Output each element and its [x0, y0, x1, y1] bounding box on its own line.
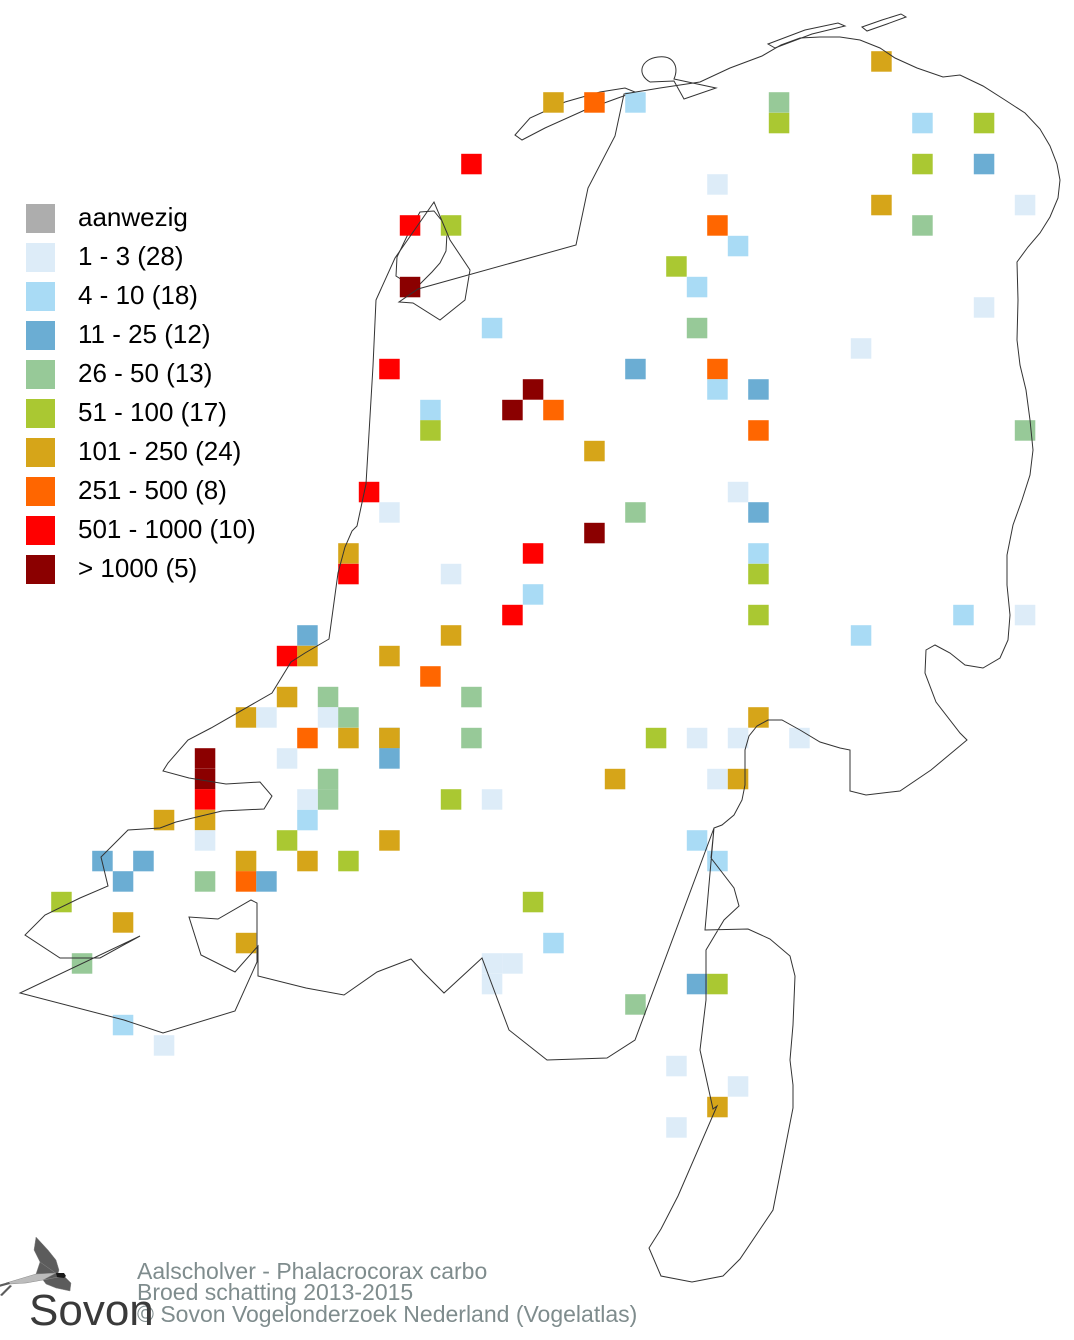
svg-text:51 - 100 (17): 51 - 100 (17): [78, 397, 227, 427]
svg-text:aanwezig: aanwezig: [78, 202, 188, 232]
svg-text:4 - 10 (18): 4 - 10 (18): [78, 280, 198, 310]
svg-text:11 - 25 (12): 11 - 25 (12): [78, 319, 210, 349]
svg-text:Sovon: Sovon: [29, 1286, 154, 1335]
svg-text:1 - 3 (28): 1 - 3 (28): [78, 241, 184, 271]
svg-text:> 1000 (5): > 1000 (5): [78, 553, 197, 583]
svg-text:251 - 500 (8): 251 - 500 (8): [78, 475, 227, 505]
svg-text:© Sovon Vogelonderzoek Nederla: © Sovon Vogelonderzoek Nederland (Vogela…: [137, 1301, 637, 1327]
svg-text:501 - 1000 (10): 501 - 1000 (10): [78, 514, 256, 544]
svg-text:101 - 250 (24): 101 - 250 (24): [78, 436, 241, 466]
svg-text:26 - 50 (13): 26 - 50 (13): [78, 358, 212, 388]
